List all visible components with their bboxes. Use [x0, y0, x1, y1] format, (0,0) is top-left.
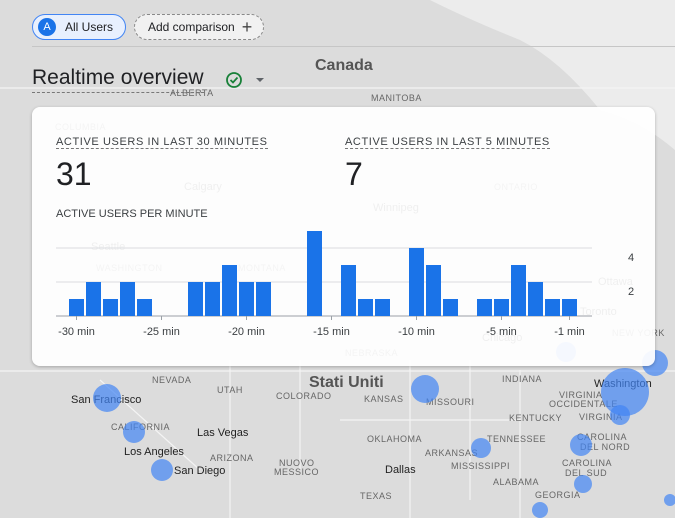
- x-tick-label: -30 min: [58, 326, 95, 338]
- map-label: MESSICO: [274, 467, 319, 477]
- map-label: MISSISSIPPI: [451, 461, 510, 471]
- y-tick-label: 2: [628, 286, 634, 298]
- bar: [545, 299, 560, 316]
- metric-value: 7: [345, 156, 363, 192]
- bar: [477, 299, 492, 316]
- dropdown-icon[interactable]: [256, 78, 264, 82]
- map-label: OKLAHOMA: [367, 434, 422, 444]
- bar: [494, 299, 509, 316]
- bar: [239, 282, 254, 316]
- add-comparison[interactable]: Add comparison +: [134, 14, 264, 40]
- location-bubble: [610, 405, 630, 425]
- location-bubble: [664, 494, 675, 506]
- location-bubble: [93, 384, 121, 412]
- map-label: ARIZONA: [210, 453, 254, 463]
- map-label: Stati Uniti: [309, 374, 384, 391]
- title-icons: [226, 72, 264, 88]
- location-bubble: [574, 475, 592, 493]
- map-label: GEORGIA: [535, 490, 581, 500]
- map-label: San Diego: [174, 465, 225, 477]
- check-icon: [226, 72, 242, 88]
- bar: [137, 299, 152, 316]
- map-label: TENNESSEE: [487, 434, 546, 444]
- bar: [86, 282, 101, 316]
- borders: [0, 87, 675, 518]
- map-label: Dallas: [385, 464, 416, 476]
- map-label: Las Vegas: [197, 427, 249, 439]
- map-label: KANSAS: [364, 394, 404, 404]
- map-label: ALABAMA: [493, 477, 539, 487]
- map-label: NUOVO: [279, 458, 315, 468]
- bar: [426, 265, 441, 316]
- x-tick-label: -10 min: [398, 326, 435, 338]
- bar: [188, 282, 203, 316]
- map-label: NEVADA: [152, 375, 191, 385]
- map-label: MANITOBA: [371, 93, 422, 103]
- map-label: Los Angeles: [124, 446, 184, 458]
- x-tick-label: -1 min: [554, 326, 585, 338]
- map-label: ARKANSAS: [425, 448, 478, 458]
- segment-chip[interactable]: A All Users: [32, 14, 126, 40]
- add-comparison-text: Add comparison: [148, 20, 235, 34]
- y-tick-label: 4: [628, 252, 634, 264]
- bar: [120, 282, 135, 316]
- page-title[interactable]: Realtime overview: [32, 66, 204, 93]
- map-label: VIRGINIA: [559, 390, 603, 400]
- map-label: CAROLINA: [562, 458, 612, 468]
- location-bubble: [151, 459, 173, 481]
- bar: [358, 299, 373, 316]
- map-label: INDIANA: [502, 374, 542, 384]
- map-label: ALBERTA: [170, 88, 214, 98]
- location-bubble: [471, 438, 491, 458]
- bar: [307, 231, 322, 316]
- map-label: KENTUCKY: [509, 413, 562, 423]
- map-label: OCCIDENTALE: [549, 399, 618, 409]
- bar: [69, 299, 84, 316]
- x-tick-label: -25 min: [143, 326, 180, 338]
- bubbles: [93, 342, 675, 518]
- bar: [375, 299, 390, 316]
- map-label: DEL NORD: [580, 442, 630, 452]
- segment-icon: A: [38, 18, 56, 36]
- bar: [205, 282, 220, 316]
- location-bubble: [411, 375, 439, 403]
- metric-label: ACTIVE USERS IN LAST 5 MINUTES: [345, 136, 550, 149]
- map-label: CAROLINA: [577, 432, 627, 442]
- realtime-card: ACTIVE USERS IN LAST 30 MINUTES 31 ACTIV…: [32, 107, 655, 366]
- location-bubble: [532, 502, 548, 518]
- metric-label: ACTIVE USERS IN LAST 30 MINUTES: [56, 136, 268, 149]
- x-tick-label: -5 min: [486, 326, 517, 338]
- bar: [256, 282, 271, 316]
- bar: [443, 299, 458, 316]
- bar: [511, 265, 526, 316]
- bar: [222, 265, 237, 316]
- check-mark: [229, 76, 239, 84]
- map-label: DEL SUD: [565, 468, 607, 478]
- x-tick-label: -15 min: [313, 326, 350, 338]
- segment-name: All Users: [65, 20, 114, 34]
- bar: [409, 248, 424, 316]
- map-label: COLORADO: [276, 391, 332, 401]
- metric-value: 31: [56, 156, 92, 192]
- bar: [103, 299, 118, 316]
- map-label: UTAH: [217, 385, 243, 395]
- map-label: Canada: [315, 57, 373, 74]
- location-bubble: [570, 434, 592, 456]
- bar-chart: ACTIVE USERS PER MINUTE 2 4 -30 min -25 min…: [56, 208, 634, 338]
- bar: [528, 282, 543, 316]
- map-label: MISSOURI: [426, 397, 475, 407]
- bar: [341, 265, 356, 316]
- location-bubble: [601, 368, 649, 416]
- x-tick-label: -20 min: [228, 326, 265, 338]
- chart-title: ACTIVE USERS PER MINUTE: [56, 208, 208, 220]
- divider: [32, 46, 675, 47]
- bar: [562, 299, 577, 316]
- location-bubble: [123, 421, 145, 443]
- map-label: VIRGINIA: [579, 412, 623, 422]
- map-label: TEXAS: [360, 491, 392, 501]
- plus-icon: +: [241, 16, 253, 37]
